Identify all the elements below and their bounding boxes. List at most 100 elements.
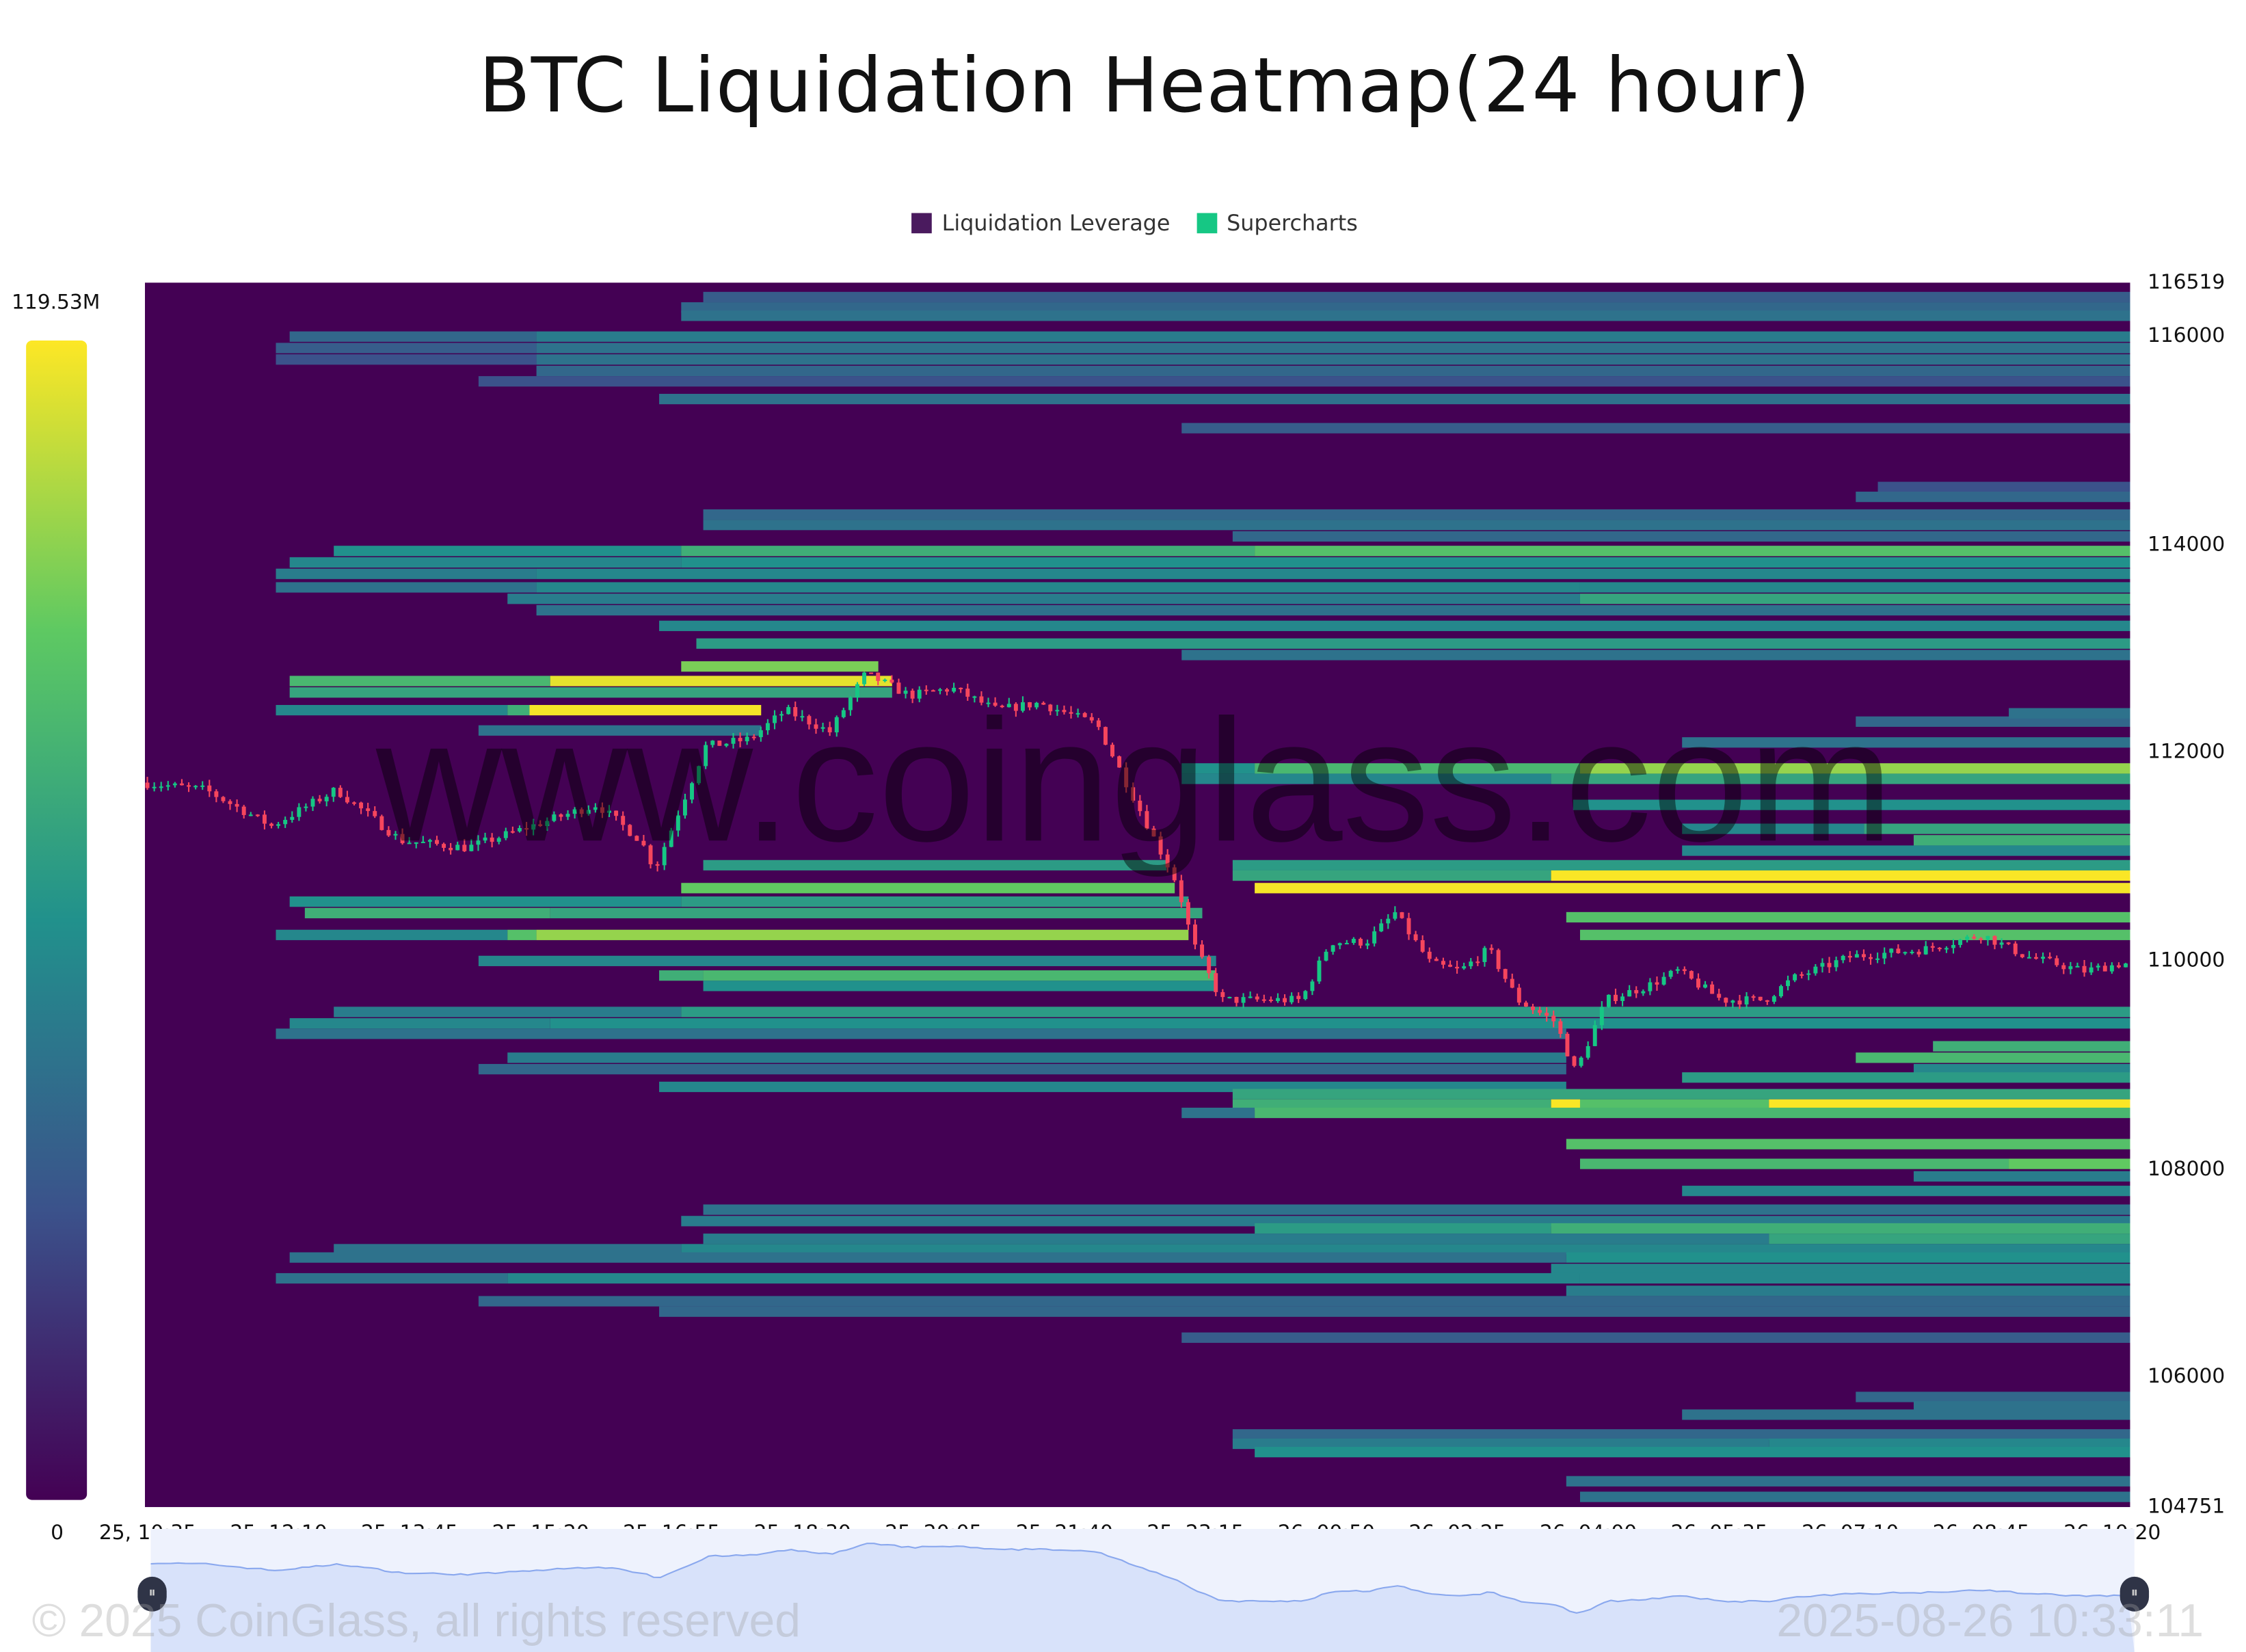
candle[interactable] [297, 807, 302, 817]
candle[interactable] [214, 791, 219, 797]
candle[interactable] [352, 802, 356, 804]
candle[interactable] [379, 816, 384, 830]
candle[interactable] [1965, 936, 1970, 940]
candle[interactable] [1089, 717, 1094, 721]
heatmap-band[interactable] [507, 1273, 1580, 1284]
candle[interactable] [152, 786, 157, 788]
candle[interactable] [924, 689, 928, 691]
candle[interactable] [1110, 745, 1114, 757]
candle[interactable] [1923, 946, 1928, 955]
candle[interactable] [820, 727, 825, 729]
candle[interactable] [1310, 981, 1315, 991]
candle[interactable] [1765, 1000, 1769, 1002]
heatmap-band[interactable] [507, 704, 530, 716]
candle[interactable] [2089, 967, 2094, 973]
candle[interactable] [1827, 963, 1832, 968]
heatmap-band[interactable] [1255, 1447, 2130, 1458]
candle[interactable] [1786, 980, 1790, 987]
candle[interactable] [517, 828, 522, 831]
candle[interactable] [503, 831, 508, 838]
candle[interactable] [738, 738, 743, 742]
candle[interactable] [1813, 966, 1818, 974]
candle[interactable] [1889, 948, 1894, 953]
candle[interactable] [1979, 938, 1983, 940]
candle[interactable] [1869, 957, 1873, 959]
candle[interactable] [1538, 1010, 1542, 1013]
candle[interactable] [1599, 1007, 1604, 1026]
candle[interactable] [1986, 935, 1990, 940]
candle[interactable] [2116, 965, 2121, 968]
heatmap-band[interactable] [276, 1273, 508, 1284]
heatmap-band[interactable] [276, 704, 508, 716]
candle[interactable] [393, 834, 398, 836]
heatmap-band[interactable] [1682, 1072, 2130, 1083]
candle[interactable] [655, 864, 660, 866]
heatmap-band[interactable] [1232, 1438, 1769, 1450]
candle[interactable] [449, 847, 453, 851]
candle[interactable] [2048, 957, 2053, 959]
candle[interactable] [1165, 854, 1170, 868]
heatmap-band[interactable] [681, 883, 1175, 894]
candle[interactable] [2013, 943, 2018, 955]
candle[interactable] [1696, 978, 1700, 988]
heatmap-band[interactable] [1682, 1186, 2130, 1197]
candle[interactable] [1048, 704, 1053, 712]
candle[interactable] [1041, 702, 1046, 705]
heatmap-band[interactable] [1255, 546, 2130, 557]
candle[interactable] [1006, 704, 1011, 708]
candle[interactable] [1710, 984, 1715, 994]
heatmap-band[interactable] [289, 331, 537, 342]
candle[interactable] [1124, 767, 1129, 788]
candle[interactable] [1344, 942, 1349, 945]
candle[interactable] [1337, 943, 1342, 946]
candle[interactable] [1854, 954, 1859, 958]
candle[interactable] [1634, 989, 1639, 994]
heatmap-band[interactable] [1877, 481, 2130, 492]
heatmap-band[interactable] [659, 620, 2130, 631]
candle[interactable] [366, 808, 371, 812]
heatmap-band[interactable] [536, 343, 2130, 354]
candle[interactable] [373, 811, 377, 816]
candle[interactable] [1523, 1002, 1528, 1007]
candle[interactable] [559, 814, 563, 817]
candle[interactable] [1158, 836, 1163, 855]
candle[interactable] [1531, 1007, 1535, 1011]
heatmap-band[interactable] [1913, 1171, 2130, 1182]
heatmap-band[interactable] [507, 1052, 1566, 1063]
candle[interactable] [1131, 787, 1136, 801]
candle[interactable] [1413, 934, 1418, 940]
legend-item-liquidation-leverage[interactable]: Liquidation Leverage [911, 210, 1170, 236]
heatmap-band[interactable] [1232, 1099, 1551, 1110]
candle[interactable] [607, 810, 611, 813]
candle[interactable] [531, 824, 536, 830]
candle[interactable] [407, 842, 412, 844]
candle[interactable] [1689, 971, 1694, 979]
candle[interactable] [1034, 702, 1039, 708]
candle[interactable] [490, 837, 494, 842]
candle[interactable] [1847, 955, 1852, 958]
candle[interactable] [145, 782, 150, 788]
heatmap-band[interactable] [1579, 763, 2130, 774]
candle[interactable] [1227, 996, 1232, 999]
candle[interactable] [1896, 948, 1901, 953]
heatmap-band[interactable] [1769, 1234, 2130, 1244]
heatmap-band[interactable] [507, 594, 1580, 604]
heatmap-band[interactable] [1769, 1099, 2130, 1110]
navigator-right-handle[interactable]: ⏸ [2120, 1576, 2150, 1612]
candle[interactable] [641, 840, 646, 846]
candle[interactable] [827, 727, 832, 733]
candle[interactable] [1220, 991, 1225, 998]
candle[interactable] [1910, 951, 1914, 954]
heatmap-band[interactable] [1181, 1107, 1255, 1119]
candle[interactable] [1841, 955, 1845, 961]
heatmap-band[interactable] [276, 929, 508, 940]
candle[interactable] [207, 785, 212, 792]
candle[interactable] [179, 783, 184, 786]
heatmap-band[interactable] [1181, 1332, 2130, 1343]
heatmap-band[interactable] [1181, 423, 2130, 434]
candle[interactable] [1806, 973, 1811, 975]
heatmap-band[interactable] [1232, 531, 2130, 542]
candle[interactable] [1620, 996, 1625, 1001]
candle[interactable] [455, 844, 460, 851]
heatmap-band[interactable] [1579, 1099, 1769, 1110]
